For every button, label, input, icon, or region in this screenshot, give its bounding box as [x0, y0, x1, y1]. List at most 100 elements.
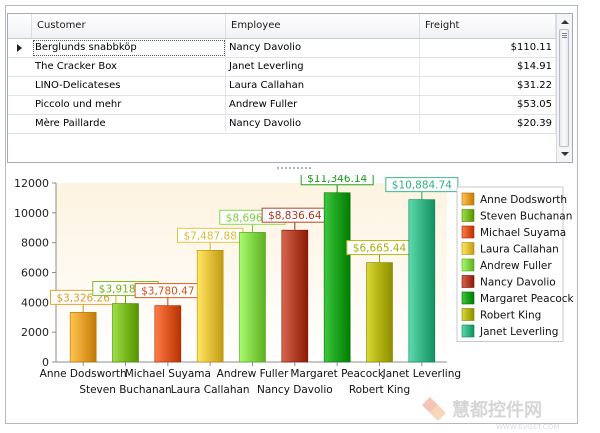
cell-customer[interactable]: Mère Paillarde: [32, 115, 226, 133]
x-tick-label: Laura Callahan: [171, 384, 250, 396]
cell-customer[interactable]: Piccolo und mehr: [32, 96, 226, 114]
cell-freight[interactable]: $14.91: [420, 58, 556, 76]
current-row-arrow-icon: [17, 44, 22, 52]
splitter-grip-dot: [301, 167, 303, 169]
sales-chart: 0 2000 4000 6000 8000 10000 12000 $3,326.26 Anne…: [11, 170, 577, 418]
cell-employee[interactable]: Nancy Davolio: [226, 115, 420, 133]
indicator-header: [8, 14, 32, 38]
splitter-grip-dot: [305, 167, 307, 169]
cell-freight[interactable]: $31.22: [420, 77, 556, 95]
watermark-logo: 慧都控件网 WWW.EVGET.COM: [422, 397, 559, 431]
x-tick-label: Anne Dodsworth: [40, 368, 127, 380]
legend-label: Laura Callahan: [480, 244, 559, 256]
row-indicator: [8, 39, 32, 57]
legend-label: Janet Leverling: [479, 326, 558, 338]
legend-swatch: [461, 275, 475, 288]
legend-swatch: [461, 225, 475, 239]
x-tick-label: Andrew Fuller: [217, 368, 289, 380]
legend-swatch: [461, 192, 475, 206]
row-indicator: [8, 58, 32, 76]
splitter-grip-dot: [309, 167, 311, 169]
bar: [408, 199, 436, 363]
grid-vertical-scrollbar[interactable]: [556, 14, 572, 162]
legend-label: Margaret Peacock: [480, 293, 575, 305]
table-row[interactable]: LINO-Delicateses Laura Callahan $31.22: [8, 77, 556, 96]
y-tick-label: 12000: [14, 177, 49, 190]
cell-freight[interactable]: $20.39: [420, 115, 556, 133]
data-label: $3,780.47: [141, 286, 194, 298]
scroll-up-button[interactable]: [557, 14, 572, 29]
scroll-thumb[interactable]: [559, 29, 569, 147]
cell-customer[interactable]: The Cracker Box: [32, 58, 226, 76]
x-tick-label: Michael Suyama: [125, 368, 211, 380]
row-indicator: [8, 96, 32, 114]
y-tick-label: 4000: [21, 296, 49, 309]
legend-label: Andrew Fuller: [480, 260, 552, 272]
x-tick-label: Margaret Peacock: [290, 368, 385, 380]
bar: [323, 192, 351, 363]
table-row[interactable]: The Cracker Box Janet Leverling $14.91: [8, 58, 556, 77]
legend-label: Michael Suyama: [480, 227, 566, 239]
cell-freight[interactable]: $110.11: [420, 39, 556, 57]
table-row[interactable]: Mère Paillarde Nancy Davolio $20.39: [8, 115, 556, 134]
legend-swatch: [461, 291, 475, 305]
splitter-grip-dot: [293, 167, 295, 169]
y-tick-label: 2000: [21, 326, 49, 339]
cell-employee[interactable]: Laura Callahan: [226, 77, 420, 95]
splitter-grip-dot: [285, 167, 287, 169]
cell-employee[interactable]: Andrew Fuller: [226, 96, 420, 114]
cell-employee[interactable]: Janet Leverling: [226, 58, 420, 76]
legend-swatch: [461, 258, 475, 272]
row-indicator: [8, 115, 32, 133]
legend-swatch: [461, 324, 475, 338]
bar: [154, 305, 182, 363]
cell-employee[interactable]: Nancy Davolio: [226, 39, 420, 57]
y-tick-label: 8000: [21, 237, 49, 250]
grip-line: [562, 35, 567, 36]
column-header-freight[interactable]: Freight: [420, 14, 556, 38]
splitter-grip-dot: [297, 167, 299, 169]
legend-box: [456, 186, 564, 342]
row-indicator: [8, 77, 32, 95]
table-row[interactable]: Piccolo und mehr Andrew Fuller $53.05: [8, 96, 556, 115]
grip-line: [562, 33, 567, 34]
watermark-icon: [422, 397, 438, 413]
splitter-grip-dot: [281, 167, 283, 169]
splitter-bar[interactable]: [5, 165, 576, 170]
x-tick-label: Steven Buchanan: [79, 384, 171, 396]
bar: [196, 250, 224, 363]
column-header-customer[interactable]: Customer: [32, 14, 226, 38]
watermark-text: 慧都控件网: [452, 399, 542, 421]
legend-label: Robert King: [480, 310, 541, 322]
cell-customer[interactable]: LINO-Delicateses: [32, 77, 226, 95]
table-row[interactable]: Berglunds snabbköp Nancy Davolio $110.11: [8, 39, 556, 58]
splitter-grip-dot: [289, 167, 291, 169]
bar: [366, 262, 393, 363]
data-label: $6,665.44: [353, 243, 407, 255]
splitter-grip-dot: [277, 167, 279, 169]
column-header-employee[interactable]: Employee: [226, 14, 420, 38]
x-tick-label: Robert King: [349, 384, 410, 396]
cell-customer[interactable]: Berglunds snabbköp: [32, 39, 226, 57]
y-tick-label: 6000: [21, 267, 49, 280]
scroll-down-button[interactable]: [557, 147, 572, 162]
bar: [112, 303, 139, 363]
chevron-up-icon: [561, 20, 569, 24]
legend-swatch: [461, 242, 475, 255]
bar: [69, 312, 97, 363]
grid-header: Customer Employee Freight: [8, 14, 556, 39]
bar: [281, 229, 309, 363]
chart-svg: 020004000600080001000012000$3,326.26Anne…: [14, 170, 575, 396]
cell-freight[interactable]: $53.05: [420, 96, 556, 114]
x-tick-label: Janet Leverling: [382, 368, 461, 380]
legend-label: Steven Buchanan: [480, 211, 572, 223]
legend-label: Anne Dodsworth: [480, 194, 567, 206]
orders-grid[interactable]: Customer Employee Freight Berglunds snab…: [7, 13, 573, 163]
watermark-sub: WWW.EVGET.COM: [496, 423, 559, 431]
grip-line: [562, 37, 567, 38]
y-tick-label: 0: [42, 356, 49, 369]
chevron-down-icon: [561, 152, 569, 156]
x-tick-label: Nancy Davolio: [257, 384, 333, 396]
watermark-icon: [430, 405, 446, 421]
data-label: $10,884.74: [392, 180, 452, 192]
